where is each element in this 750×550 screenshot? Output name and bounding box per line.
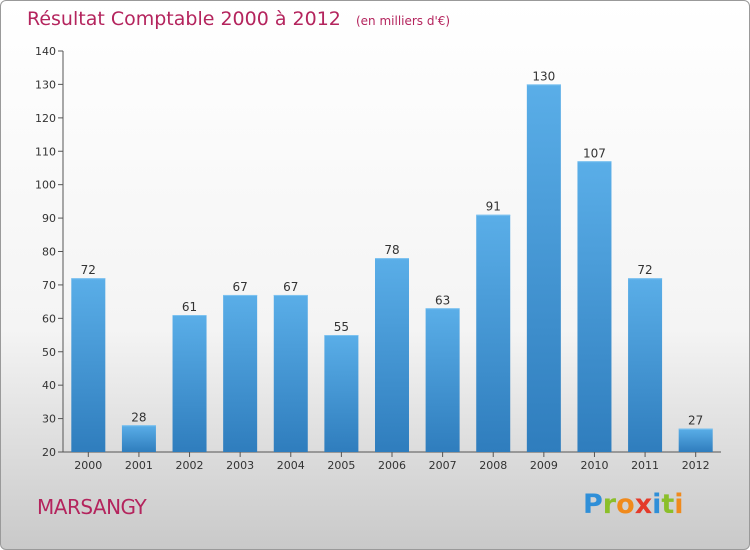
data-label: 67	[233, 280, 248, 294]
data-label: 130	[532, 69, 555, 83]
y-tick-label: 40	[42, 379, 56, 392]
x-tick-label: 2006	[378, 459, 406, 472]
y-tick-label: 70	[42, 279, 56, 292]
y-tick-label: 140	[35, 45, 56, 58]
commune-name: MARSANGY	[37, 495, 147, 519]
bar	[476, 214, 511, 452]
x-tick-label: 2007	[429, 459, 457, 472]
logo-letter: x	[634, 489, 653, 520]
y-tick-label: 120	[35, 112, 56, 125]
data-label: 55	[334, 320, 349, 334]
x-tick-label: 2008	[479, 459, 507, 472]
bar	[526, 84, 561, 453]
y-tick-label: 90	[42, 212, 56, 225]
y-tick-label: 50	[42, 346, 56, 359]
bar	[375, 258, 409, 452]
bar	[628, 278, 663, 452]
y-tick-label: 30	[42, 413, 56, 426]
title-text: Résultat Comptable 2000 à 2012	[27, 8, 341, 30]
logo-letter: i	[652, 489, 662, 520]
x-tick-label: 2004	[277, 459, 305, 472]
data-label: 107	[583, 146, 606, 160]
logo-letter: P	[583, 489, 603, 520]
bar	[324, 335, 359, 452]
x-tick-label: 2010	[580, 459, 608, 472]
y-tick-label: 80	[42, 246, 56, 259]
data-label: 78	[384, 243, 399, 257]
x-tick-label: 2012	[682, 459, 710, 472]
x-tick-label: 2002	[176, 459, 204, 472]
y-tick-label: 20	[42, 446, 56, 459]
bar	[577, 161, 612, 452]
y-tick-label: 100	[35, 179, 56, 192]
x-tick-label: 2001	[125, 459, 153, 472]
data-label: 72	[81, 263, 96, 277]
unit-note: (en milliers d'€)	[355, 14, 451, 28]
bar	[172, 314, 207, 452]
proxiti-logo: Proxiti	[583, 489, 684, 520]
bar	[71, 278, 106, 452]
x-tick-label: 2003	[226, 459, 254, 472]
logo-letter: i	[674, 489, 684, 520]
data-label: 28	[131, 410, 146, 424]
data-label: 67	[283, 280, 298, 294]
bar	[425, 308, 460, 452]
y-tick-label: 110	[35, 145, 56, 158]
y-tick-label: 60	[42, 312, 56, 325]
bar	[273, 294, 308, 452]
y-tick-label: 130	[35, 78, 56, 91]
x-tick-label: 2000	[74, 459, 102, 472]
data-label: 61	[182, 300, 197, 314]
x-tick-label: 2005	[327, 459, 355, 472]
logo-letter: o	[616, 489, 635, 520]
logo-letter: r	[602, 489, 617, 520]
data-label: 72	[637, 263, 652, 277]
bar	[121, 425, 156, 452]
x-tick-label: 2011	[631, 459, 659, 472]
data-label: 91	[486, 200, 501, 214]
bar	[223, 294, 258, 452]
data-label: 63	[435, 293, 450, 307]
data-label: 27	[688, 414, 703, 428]
logo-letter: t	[661, 489, 675, 520]
bar	[678, 428, 713, 452]
x-tick-label: 2009	[530, 459, 558, 472]
chart-title: Résultat Comptable 2000 à 2012 (en milli…	[27, 8, 450, 30]
